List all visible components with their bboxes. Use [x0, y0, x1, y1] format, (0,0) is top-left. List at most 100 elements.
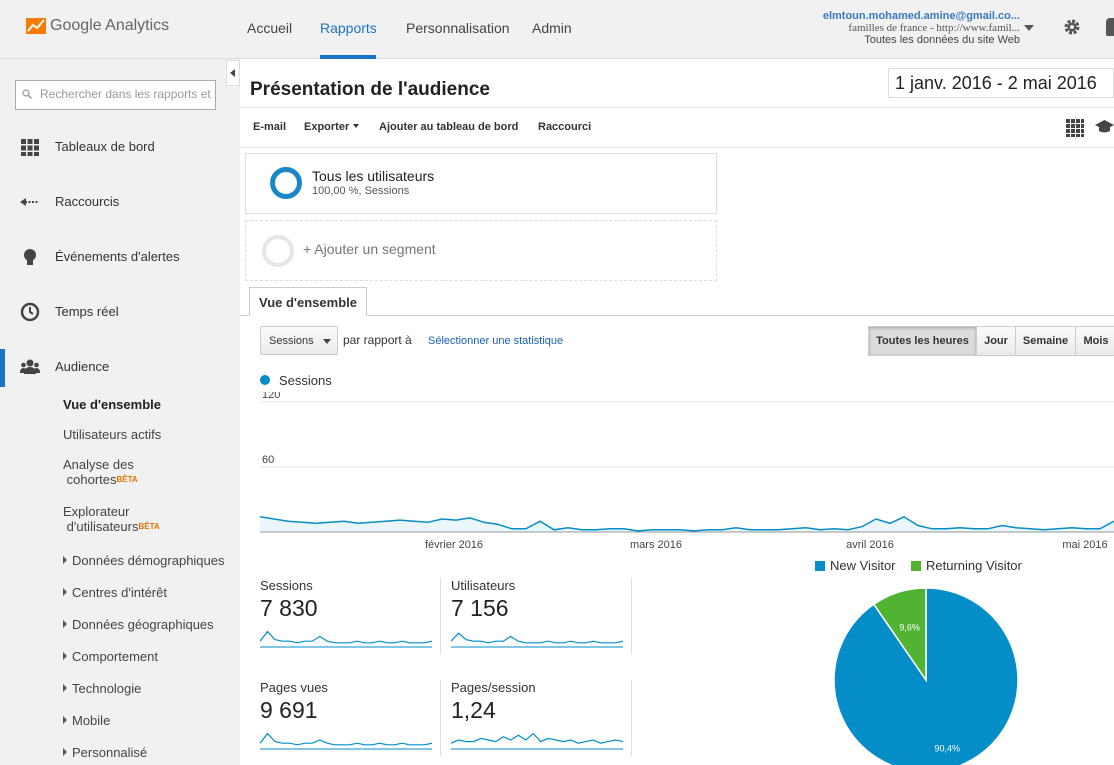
kpi-pageviews[interactable]: Pages vues 9 691	[260, 680, 440, 760]
sessions-line-chart: 120 60 février 2016 mars 2016 avril 2016 mai …	[259, 392, 1114, 551]
email-button[interactable]: E-mail	[253, 121, 287, 133]
account-selector[interactable]: elmtoun.mohamed.amine@gmail.co... famill…	[790, 10, 1020, 46]
kpi-label: Pages/session	[451, 680, 536, 695]
nav-admin[interactable]: Admin	[532, 20, 572, 36]
kpi-pages-per-session[interactable]: Pages/session 1,24	[451, 680, 631, 760]
page-title: Présentation de l'audience	[250, 79, 490, 100]
triangle-right-icon	[63, 684, 67, 692]
chevron-down-icon	[353, 124, 360, 128]
bell-icon[interactable]	[1106, 18, 1114, 36]
pie-legend-new-visitor: New Visitor	[815, 558, 896, 573]
divider	[631, 578, 632, 654]
sidebar-group-technology[interactable]: Technologie	[63, 681, 141, 696]
account-email: elmtoun.mohamed.amine@gmail.co...	[822, 10, 1020, 22]
kpi-label: Utilisateurs	[451, 578, 516, 593]
divider	[240, 107, 1114, 108]
series-area	[260, 516, 1114, 532]
kpi-sparkline	[260, 732, 432, 750]
search-box[interactable]: Rechercher dans les rapports et l'aide	[15, 80, 216, 110]
graduation-cap-icon[interactable]	[1095, 119, 1114, 135]
group-label: Données démographiques	[72, 553, 225, 568]
beta-badge: BÊTA	[116, 475, 138, 484]
sidebar-group-geo[interactable]: Données géographiques	[63, 617, 214, 632]
granularity-hourly-button[interactable]: Toutes les heures	[868, 326, 977, 356]
active-nav-indicator	[320, 55, 376, 59]
triangle-right-icon	[63, 652, 67, 660]
google-analytics-logo-icon[interactable]	[26, 16, 46, 36]
chevron-down-icon	[323, 339, 331, 344]
sidebar-item-dashboards[interactable]: Tableaux de bord	[0, 129, 226, 165]
x-tick-label: février 2016	[425, 539, 483, 551]
add-to-dashboard-button[interactable]: Ajouter au tableau de bord	[379, 121, 519, 133]
sidebar-group-demographics[interactable]: Données démographiques	[63, 553, 225, 568]
sidebar-subitem-overview[interactable]: Vue d'ensemble	[63, 397, 161, 412]
nav-reports[interactable]: Rapports	[320, 20, 377, 36]
sessions-legend-marker	[260, 375, 270, 385]
legend-swatch	[815, 561, 825, 571]
visitor-type-pie-chart: 90,4% 9,6%	[833, 588, 1019, 765]
sidebar-subitem-cohort-analysis[interactable]: Analyse des cohortesBÊTA	[63, 457, 138, 487]
segment-name: Tous les utilisateurs	[312, 168, 435, 184]
metric-select-value: Sessions	[269, 335, 314, 347]
tab-overview[interactable]: Vue d'ensemble	[249, 287, 367, 316]
segment-detail: 100,00 %, Sessions	[312, 185, 410, 197]
nav-customization[interactable]: Personnalisation	[406, 20, 510, 36]
sidebar-item-audience[interactable]: Audience	[0, 349, 226, 385]
sidebar-item-realtime[interactable]: Temps réel	[0, 294, 226, 330]
sidebar-item-shortcuts[interactable]: Raccourcis	[0, 184, 226, 220]
sidebar-subitem-user-explorer[interactable]: Explorateur d'utilisateursBÊTA	[63, 504, 160, 534]
sidebar-subitem-active-users[interactable]: Utilisateurs actifs	[63, 427, 162, 442]
granularity-month-button[interactable]: Mois	[1075, 326, 1114, 356]
legend-label: New Visitor	[830, 558, 896, 573]
group-label: Comportement	[72, 649, 158, 664]
sidebar-group-behavior[interactable]: Comportement	[63, 649, 158, 664]
chevron-down-icon[interactable]	[1024, 25, 1034, 31]
kpi-sparkline	[451, 732, 623, 750]
metric-select[interactable]: Sessions	[260, 326, 338, 355]
clock-icon	[20, 302, 40, 322]
y-tick-label: 120	[262, 392, 280, 401]
tab-divider	[240, 315, 1114, 316]
kpi-value: 1,24	[451, 697, 496, 723]
collapse-sidebar-button[interactable]	[226, 60, 240, 86]
account-property: familles de france - http://www.famil...	[848, 22, 1020, 34]
sparkline-path	[260, 630, 432, 644]
search-input[interactable]: Rechercher dans les rapports et l'aide	[40, 87, 215, 101]
logo-text[interactable]: Google Analytics	[50, 17, 170, 34]
divider	[440, 578, 441, 654]
gear-icon[interactable]	[1063, 18, 1081, 36]
granularity-week-button[interactable]: Semaine	[1015, 326, 1076, 356]
chevron-left-icon	[230, 69, 235, 77]
kpi-sessions[interactable]: Sessions 7 830	[260, 578, 440, 658]
pie-slice	[872, 588, 927, 683]
grid-icon	[21, 139, 39, 156]
add-segment-button[interactable]: + Ajouter un segment	[245, 220, 717, 281]
pie-slice-label: 90,4%	[935, 744, 961, 754]
nav-home[interactable]: Accueil	[247, 20, 293, 36]
date-range-picker[interactable]: 1 janv. 2016 - 2 mai 2016	[888, 68, 1114, 98]
sidebar-item-label: Temps réel	[55, 304, 119, 319]
sidebar-group-custom[interactable]: Personnalisé	[63, 745, 147, 760]
grid-view-icon[interactable]	[1066, 119, 1084, 137]
segment-all-users[interactable]: Tous les utilisateurs 100,00 %, Sessions	[245, 153, 717, 214]
granularity-day-button[interactable]: Jour	[976, 326, 1016, 356]
add-segment-label: + Ajouter un segment	[303, 241, 436, 257]
x-tick-label: mai 2016	[1062, 539, 1107, 551]
report-toolbar: E-mail Exporter Ajouter au tableau de bo…	[240, 108, 1114, 148]
sidebar-item-alerts[interactable]: Événements d'alertes	[0, 239, 226, 275]
shortcut-button[interactable]: Raccourci	[538, 121, 592, 133]
chart-legend-label: Sessions	[279, 373, 332, 388]
kpi-users[interactable]: Utilisateurs 7 156	[451, 578, 631, 658]
legend-label: Returning Visitor	[926, 558, 1022, 573]
sidebar-group-interests[interactable]: Centres d'intérêt	[63, 585, 167, 600]
select-metric-link[interactable]: Sélectionner une statistique	[428, 335, 564, 347]
sparkline-path	[260, 732, 432, 746]
top-bar	[0, 0, 1114, 59]
active-section-indicator	[0, 349, 5, 387]
sidebar-group-mobile[interactable]: Mobile	[63, 713, 110, 728]
kpi-label: Sessions	[260, 578, 313, 593]
export-button[interactable]: Exporter	[304, 121, 360, 133]
triangle-right-icon	[63, 716, 67, 724]
kpi-sparkline	[451, 632, 623, 648]
group-label: Centres d'intérêt	[72, 585, 167, 600]
